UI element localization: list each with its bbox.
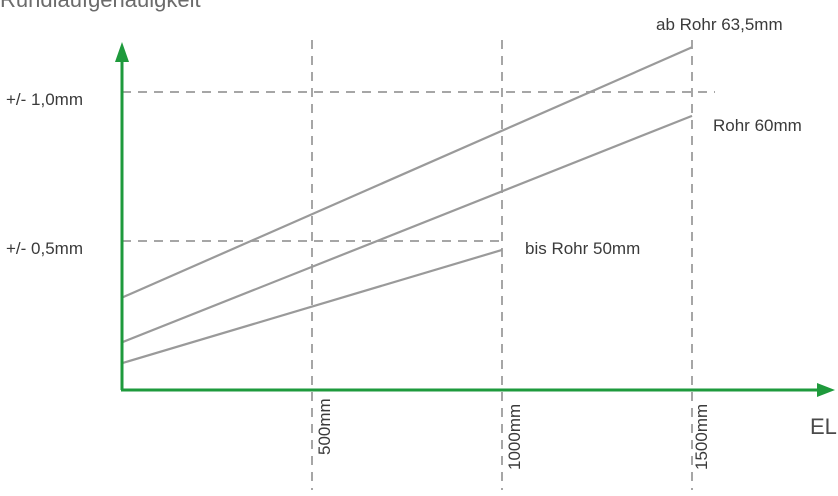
y-tick-label-0: +/- 0,5mm	[6, 239, 83, 258]
x-axis-arrow	[817, 383, 835, 397]
series-line-0	[121, 46, 693, 299]
x-tick-label-1: 1000mm	[505, 404, 524, 470]
axes	[115, 42, 835, 397]
series-line-1	[121, 114, 693, 344]
series-label-0: ab Rohr 63,5mm	[656, 15, 783, 34]
labels: Rundlaufgenauigkeit EL +/- 0,5mm +/- 1,0…	[0, 0, 837, 470]
grid-lines	[122, 40, 715, 490]
x-tick-label-0: 500mm	[315, 398, 334, 455]
series-label-2: bis Rohr 50mm	[525, 239, 640, 258]
y-axis-arrow	[115, 42, 129, 62]
y-tick-label-1: +/- 1,0mm	[6, 90, 83, 109]
series-lines	[121, 46, 693, 365]
series-line-2	[121, 248, 503, 365]
chart-title: Rundlaufgenauigkeit	[0, 0, 201, 12]
x-tick-label-2: 1500mm	[692, 404, 711, 470]
series-label-1: Rohr 60mm	[713, 116, 802, 135]
x-axis-label: EL	[810, 414, 837, 439]
